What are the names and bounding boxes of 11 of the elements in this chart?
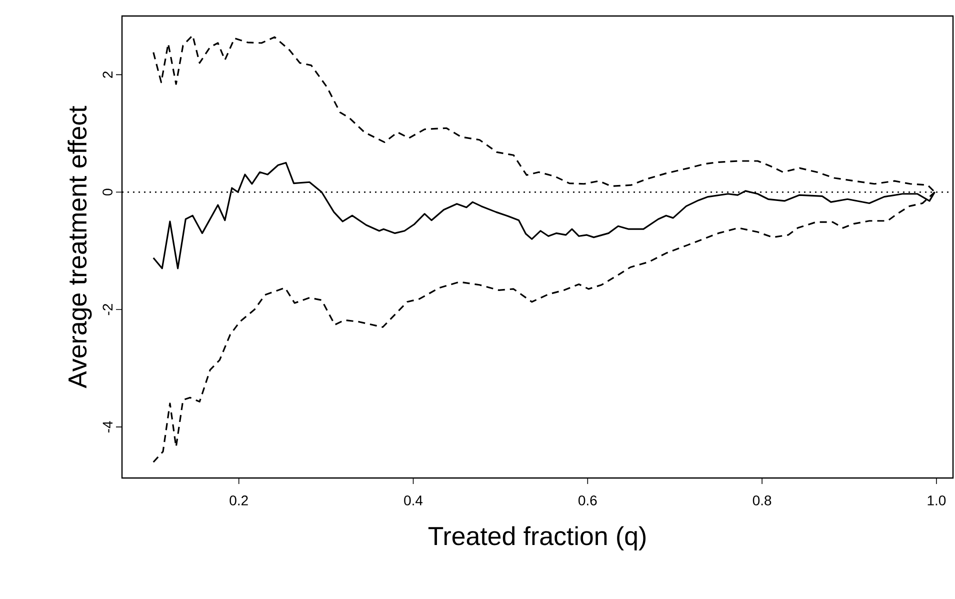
x-tick-label: 0.4 xyxy=(404,496,423,506)
y-tick-label: -2 xyxy=(102,304,112,316)
y-axis-title: Average treatment effect xyxy=(68,106,92,388)
x-tick-label: 0.2 xyxy=(230,496,248,506)
y-tick-label: -4 xyxy=(102,421,112,432)
y-tick-label: 2 xyxy=(102,72,112,78)
x-axis-title: Treated fraction (q) xyxy=(428,526,646,550)
x-tick-label: 0.6 xyxy=(578,496,597,506)
y-tick-label: 0 xyxy=(102,188,112,196)
x-tick-label: 0.8 xyxy=(752,496,772,506)
x-tick-label: 1.0 xyxy=(928,496,946,506)
